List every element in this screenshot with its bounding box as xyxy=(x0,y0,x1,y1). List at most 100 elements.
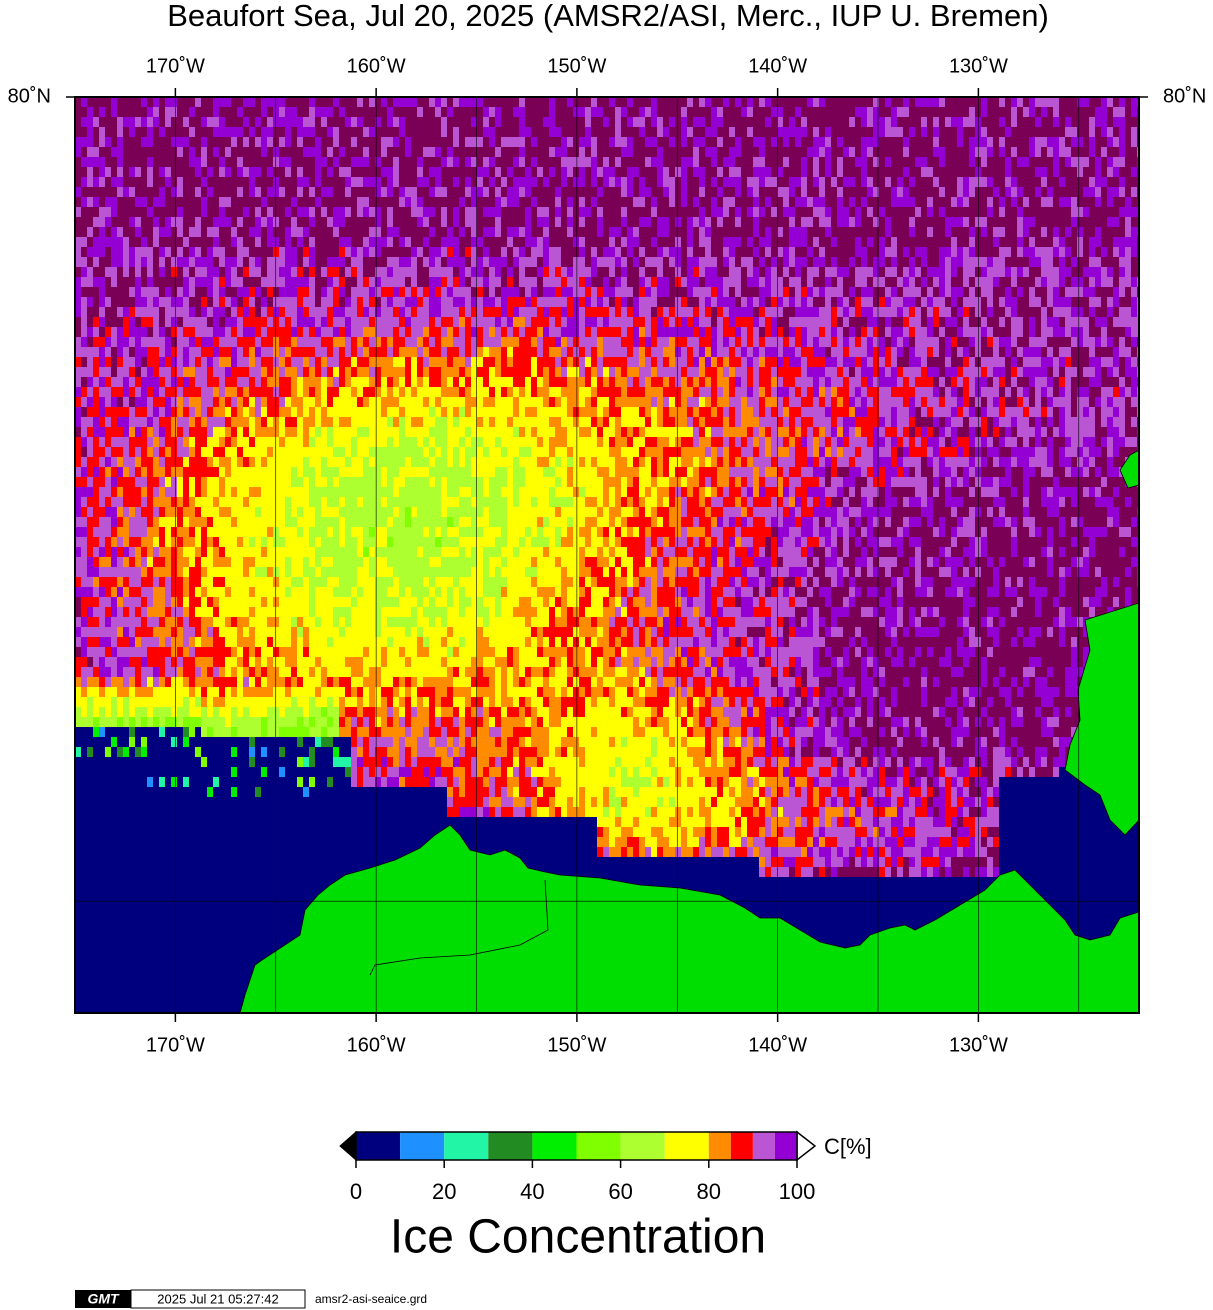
ice-cell xyxy=(285,367,291,377)
ice-cell xyxy=(1053,127,1059,137)
ice-cell xyxy=(183,357,189,367)
ice-cell xyxy=(411,327,417,337)
ice-cell xyxy=(423,107,429,117)
ice-cell xyxy=(339,157,345,167)
ice-cell xyxy=(801,157,807,167)
ice-cell xyxy=(591,107,597,117)
ice-cell xyxy=(363,227,369,237)
ice-cell xyxy=(573,257,579,267)
ice-cell xyxy=(153,337,159,347)
ice-cell xyxy=(927,237,933,247)
ice-cell xyxy=(159,297,165,307)
ice-cell xyxy=(255,157,261,167)
ice-cell xyxy=(471,217,477,227)
ice-cell xyxy=(291,137,297,147)
ice-cell xyxy=(1005,167,1011,177)
ice-cell xyxy=(711,287,717,297)
ice-cell xyxy=(1059,187,1065,197)
ice-cell xyxy=(333,287,339,297)
ice-cell xyxy=(549,117,555,127)
ice-cell xyxy=(723,257,729,267)
ice-cell xyxy=(303,317,309,327)
ice-cell xyxy=(555,97,561,107)
ice-cell xyxy=(735,177,741,187)
ice-cell xyxy=(297,167,303,177)
ice-cell xyxy=(375,327,381,337)
ice-cell xyxy=(231,167,237,177)
ice-cell xyxy=(1083,107,1089,117)
ice-cell xyxy=(933,347,939,357)
ice-cell xyxy=(909,317,915,327)
ice-cell xyxy=(441,357,447,367)
ice-cell xyxy=(123,287,129,297)
ice-cell xyxy=(669,167,675,177)
ice-cell xyxy=(465,207,471,217)
ice-cell xyxy=(831,137,837,147)
ice-cell xyxy=(333,207,339,217)
ice-cell xyxy=(1101,127,1107,137)
ice-cell xyxy=(1047,237,1053,247)
ice-cell xyxy=(105,107,111,117)
ice-cell xyxy=(339,367,345,377)
ice-cell xyxy=(309,137,315,147)
ice-cell xyxy=(1077,367,1083,377)
ice-cell xyxy=(411,207,417,217)
ice-cell xyxy=(693,277,699,287)
ice-cell xyxy=(795,147,801,157)
ice-cell xyxy=(969,187,975,197)
ice-cell xyxy=(987,317,993,327)
ice-cell xyxy=(687,237,693,247)
ice-cell xyxy=(165,197,171,207)
ice-cell xyxy=(867,277,873,287)
ice-cell xyxy=(675,97,681,107)
ice-cell xyxy=(975,287,981,297)
ice-cell xyxy=(171,117,177,127)
ice-cell xyxy=(681,177,687,187)
ice-cell xyxy=(573,337,579,347)
ice-cell xyxy=(531,357,537,367)
ice-cell xyxy=(1077,237,1083,247)
ice-cell xyxy=(771,147,777,157)
ice-cell xyxy=(861,247,867,257)
ice-cell xyxy=(351,197,357,207)
ice-cell xyxy=(597,347,603,357)
ice-cell xyxy=(393,277,399,287)
ice-cell xyxy=(423,247,429,257)
ice-cell xyxy=(207,207,213,217)
ice-cell xyxy=(339,207,345,217)
ice-cell xyxy=(513,237,519,247)
ice-cell xyxy=(135,177,141,187)
ice-cell xyxy=(843,337,849,347)
ice-cell xyxy=(285,197,291,207)
ice-cell xyxy=(159,157,165,167)
ice-cell xyxy=(471,127,477,137)
ice-cell xyxy=(495,367,501,377)
ice-cell xyxy=(921,167,927,177)
ice-cell xyxy=(363,327,369,337)
ice-cell xyxy=(735,117,741,127)
ice-cell xyxy=(345,257,351,267)
ice-cell xyxy=(591,167,597,177)
ice-cell xyxy=(723,237,729,247)
ice-cell xyxy=(345,127,351,137)
ice-cell xyxy=(1029,157,1035,167)
ice-cell xyxy=(207,197,213,207)
ice-cell xyxy=(765,157,771,167)
ice-cell xyxy=(1089,267,1095,277)
ice-cell xyxy=(1077,227,1083,237)
ice-cell xyxy=(369,207,375,217)
ice-cell xyxy=(345,297,351,307)
ice-cell xyxy=(633,327,639,337)
ice-cell xyxy=(159,97,165,107)
ice-cell xyxy=(303,167,309,177)
ice-cell xyxy=(399,247,405,257)
ice-cell xyxy=(225,167,231,177)
ice-cell xyxy=(159,227,165,237)
ice-cell xyxy=(525,227,531,237)
ice-cell xyxy=(543,357,549,367)
ice-cell xyxy=(87,107,93,117)
ice-cell xyxy=(1095,127,1101,137)
ice-cell xyxy=(435,357,441,367)
ice-cell xyxy=(321,127,327,137)
ice-cell xyxy=(1035,217,1041,227)
